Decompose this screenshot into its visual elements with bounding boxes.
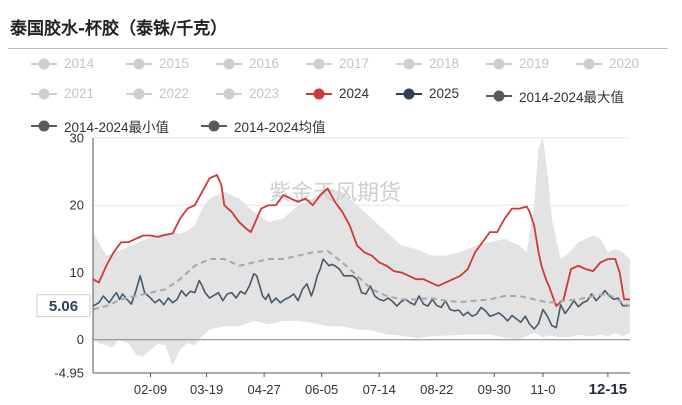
latest-value-label: 5.06 — [49, 298, 78, 315]
legend-item-2024[interactable]: 2024 — [305, 86, 369, 101]
y-tick-label: 0 — [77, 332, 84, 347]
legend-label: 2020 — [609, 56, 640, 71]
legend-item-2014[interactable]: 2014 — [30, 56, 94, 71]
latest-value-badge — [36, 294, 91, 318]
y-tick-label: 20 — [70, 198, 84, 213]
legend-item-2014-2024最大值[interactable]: 2014-2024最大值 — [485, 86, 624, 106]
legend-label: 2019 — [519, 56, 550, 71]
series-2025-line — [92, 258, 630, 330]
legend-item-2021[interactable]: 2021 — [30, 86, 94, 101]
legend-marker-icon — [216, 88, 242, 99]
legend-marker-icon — [216, 58, 242, 69]
max-min-band — [93, 138, 630, 366]
legend-marker-icon — [31, 88, 57, 99]
legend-marker-icon — [486, 90, 512, 102]
x-tick-label: 08-22 — [420, 382, 453, 397]
legend-item-2016[interactable]: 2016 — [215, 56, 279, 71]
legend-item-2017[interactable]: 2017 — [305, 56, 369, 71]
legend-label: 2025 — [429, 86, 460, 101]
legend-label: 2016 — [249, 56, 280, 71]
legend-marker-icon — [396, 88, 422, 99]
legend-marker-icon — [576, 58, 602, 69]
legend-item-2020[interactable]: 2020 — [575, 56, 639, 71]
y-tick-label: 30 — [70, 131, 84, 146]
legend-item-2015[interactable]: 2015 — [125, 56, 189, 71]
legend-label: 2022 — [159, 86, 190, 101]
legend-label: 2021 — [64, 86, 95, 101]
legend-marker-icon — [31, 58, 57, 69]
chart-title: 泰国胶水-杯胶（泰铢/千克） — [10, 19, 228, 39]
y-tick-label: -4.95 — [54, 366, 84, 381]
legend-marker-icon — [486, 58, 512, 69]
x-tick-label: 12-15 — [589, 381, 627, 398]
y-tick-label: 10 — [70, 265, 84, 280]
x-tick-label: 09-30 — [478, 382, 511, 397]
legend-item-2022[interactable]: 2022 — [125, 86, 189, 101]
legend-label: 2018 — [429, 56, 460, 71]
legend-marker-icon — [306, 88, 332, 99]
x-tick-label: 04-27 — [248, 382, 281, 397]
legend-item-2019[interactable]: 2019 — [485, 56, 549, 71]
x-tick-label: 03-19 — [190, 382, 223, 397]
legend-marker-icon — [396, 58, 422, 69]
series-2024-line — [92, 174, 630, 307]
legend-item-2023[interactable]: 2023 — [215, 86, 279, 101]
legend-item-2025[interactable]: 2025 — [395, 86, 459, 101]
legend-label: 2014-2024均值 — [234, 120, 326, 135]
x-tick-label: 11-0 — [530, 382, 555, 397]
title-divider — [8, 48, 668, 49]
x-tick-label: 07-14 — [363, 382, 396, 397]
legend-marker-icon — [201, 120, 227, 132]
legend-item-2014-2024最小值[interactable]: 2014-2024最小值 — [30, 116, 169, 136]
legend-marker-icon — [126, 58, 152, 69]
legend-item-2014-2024均值[interactable]: 2014-2024均值 — [200, 116, 326, 136]
legend: 2014 2015 2016 2017 2018 2019 2020 2021 2022 2023… — [30, 56, 670, 136]
x-tick-label: 02-09 — [134, 382, 167, 397]
legend-label: 2015 — [159, 56, 190, 71]
legend-item-2018[interactable]: 2018 — [395, 56, 459, 71]
legend-label: 2023 — [249, 86, 280, 101]
legend-label: 2014 — [64, 56, 95, 71]
legend-marker-icon — [31, 120, 57, 132]
legend-label: 2024 — [339, 86, 370, 101]
legend-label: 2014-2024最大值 — [519, 90, 625, 105]
legend-marker-icon — [126, 88, 152, 99]
legend-label: 2017 — [339, 56, 370, 71]
legend-label: 2014-2024最小值 — [64, 120, 170, 135]
x-tick-label: 06-05 — [305, 382, 338, 397]
legend-marker-icon — [306, 58, 332, 69]
